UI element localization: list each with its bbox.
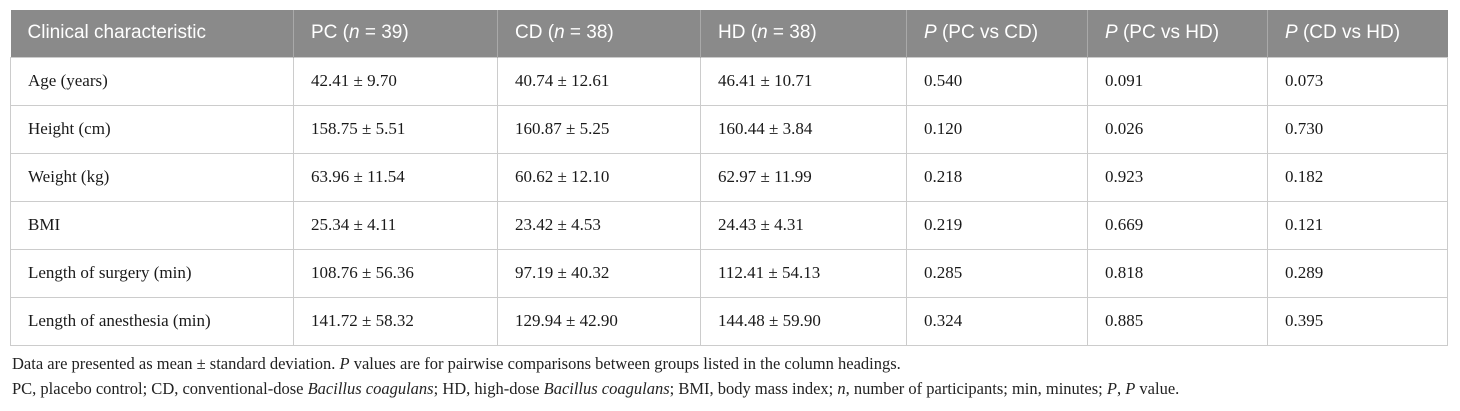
- cell-hd-value: 62.97 ± 11.99: [700, 152, 907, 202]
- cell-p-cd-vs-hd: 0.073: [1267, 56, 1448, 106]
- col-header-cd: CD (n = 38): [497, 10, 701, 57]
- cell-hd-value: 144.48 ± 59.90: [700, 296, 907, 346]
- cell-cd-value: 23.42 ± 4.53: [497, 200, 701, 250]
- cell-cd-value: 129.94 ± 42.90: [497, 296, 701, 346]
- cell-pc-value: 42.41 ± 9.70: [293, 56, 498, 106]
- cell-p-pc-vs-cd: 0.540: [906, 56, 1088, 106]
- cell-hd-value: 112.41 ± 54.13: [700, 248, 907, 298]
- cell-p-pc-vs-hd: 0.026: [1087, 104, 1268, 154]
- cell-p-pc-vs-cd: 0.120: [906, 104, 1088, 154]
- row-label: Weight (kg): [10, 152, 294, 202]
- cell-p-pc-vs-hd: 0.091: [1087, 56, 1268, 106]
- header-row: Clinical characteristic PC (n = 39) CD (…: [10, 10, 1448, 57]
- cell-p-pc-vs-cd: 0.285: [906, 248, 1088, 298]
- cell-hd-value: 24.43 ± 4.31: [700, 200, 907, 250]
- cell-p-pc-vs-hd: 0.923: [1087, 152, 1268, 202]
- cell-cd-value: 160.87 ± 5.25: [497, 104, 701, 154]
- table-row: Age (years) 42.41 ± 9.70 40.74 ± 12.61 4…: [10, 56, 1448, 106]
- cell-cd-value: 40.74 ± 12.61: [497, 56, 701, 106]
- cell-p-cd-vs-hd: 0.182: [1267, 152, 1448, 202]
- cell-p-pc-vs-cd: 0.324: [906, 296, 1088, 346]
- table-row: Weight (kg) 63.96 ± 11.54 60.62 ± 12.10 …: [10, 152, 1448, 202]
- col-header-p-pc-vs-cd: P (PC vs CD): [906, 10, 1088, 57]
- cell-p-cd-vs-hd: 0.730: [1267, 104, 1448, 154]
- cell-p-cd-vs-hd: 0.121: [1267, 200, 1448, 250]
- cell-p-pc-vs-hd: 0.818: [1087, 248, 1268, 298]
- cell-pc-value: 108.76 ± 56.36: [293, 248, 498, 298]
- cell-p-cd-vs-hd: 0.395: [1267, 296, 1448, 346]
- cell-cd-value: 60.62 ± 12.10: [497, 152, 701, 202]
- table-row: Length of anesthesia (min) 141.72 ± 58.3…: [10, 296, 1448, 346]
- table-row: Height (cm) 158.75 ± 5.51 160.87 ± 5.25 …: [10, 104, 1448, 154]
- clinical-characteristics-table: Clinical characteristic PC (n = 39) CD (…: [10, 10, 1448, 346]
- row-label: Age (years): [10, 56, 294, 106]
- cell-cd-value: 97.19 ± 40.32: [497, 248, 701, 298]
- footnote-line-1: Data are presented as mean ± standard de…: [12, 354, 901, 373]
- cell-p-pc-vs-hd: 0.669: [1087, 200, 1268, 250]
- table-row: BMI 25.34 ± 4.11 23.42 ± 4.53 24.43 ± 4.…: [10, 200, 1448, 250]
- col-header-pc: PC (n = 39): [293, 10, 498, 57]
- row-label: Length of anesthesia (min): [10, 296, 294, 346]
- cell-pc-value: 141.72 ± 58.32: [293, 296, 498, 346]
- cell-hd-value: 46.41 ± 10.71: [700, 56, 907, 106]
- cell-p-pc-vs-hd: 0.885: [1087, 296, 1268, 346]
- table-body: Age (years) 42.41 ± 9.70 40.74 ± 12.61 4…: [10, 56, 1448, 346]
- col-header-p-pc-vs-hd: P (PC vs HD): [1087, 10, 1268, 57]
- table-footnotes: Data are presented as mean ± standard de…: [12, 351, 1452, 401]
- cell-pc-value: 25.34 ± 4.11: [293, 200, 498, 250]
- cell-p-cd-vs-hd: 0.289: [1267, 248, 1448, 298]
- cell-pc-value: 158.75 ± 5.51: [293, 104, 498, 154]
- table-row: Length of surgery (min) 108.76 ± 56.36 9…: [10, 248, 1448, 298]
- row-label: Length of surgery (min): [10, 248, 294, 298]
- footnote-line-2: PC, placebo control; CD, conventional-do…: [12, 379, 1180, 398]
- cell-hd-value: 160.44 ± 3.84: [700, 104, 907, 154]
- col-header-hd: HD (n = 38): [700, 10, 907, 57]
- cell-p-pc-vs-cd: 0.219: [906, 200, 1088, 250]
- row-label: Height (cm): [10, 104, 294, 154]
- cell-pc-value: 63.96 ± 11.54: [293, 152, 498, 202]
- col-header-p-cd-vs-hd: P (CD vs HD): [1267, 10, 1448, 57]
- row-label: BMI: [10, 200, 294, 250]
- cell-p-pc-vs-cd: 0.218: [906, 152, 1088, 202]
- clinical-characteristics-table-wrap: Clinical characteristic PC (n = 39) CD (…: [10, 10, 1448, 346]
- col-header-clinical-characteristic: Clinical characteristic: [10, 10, 294, 57]
